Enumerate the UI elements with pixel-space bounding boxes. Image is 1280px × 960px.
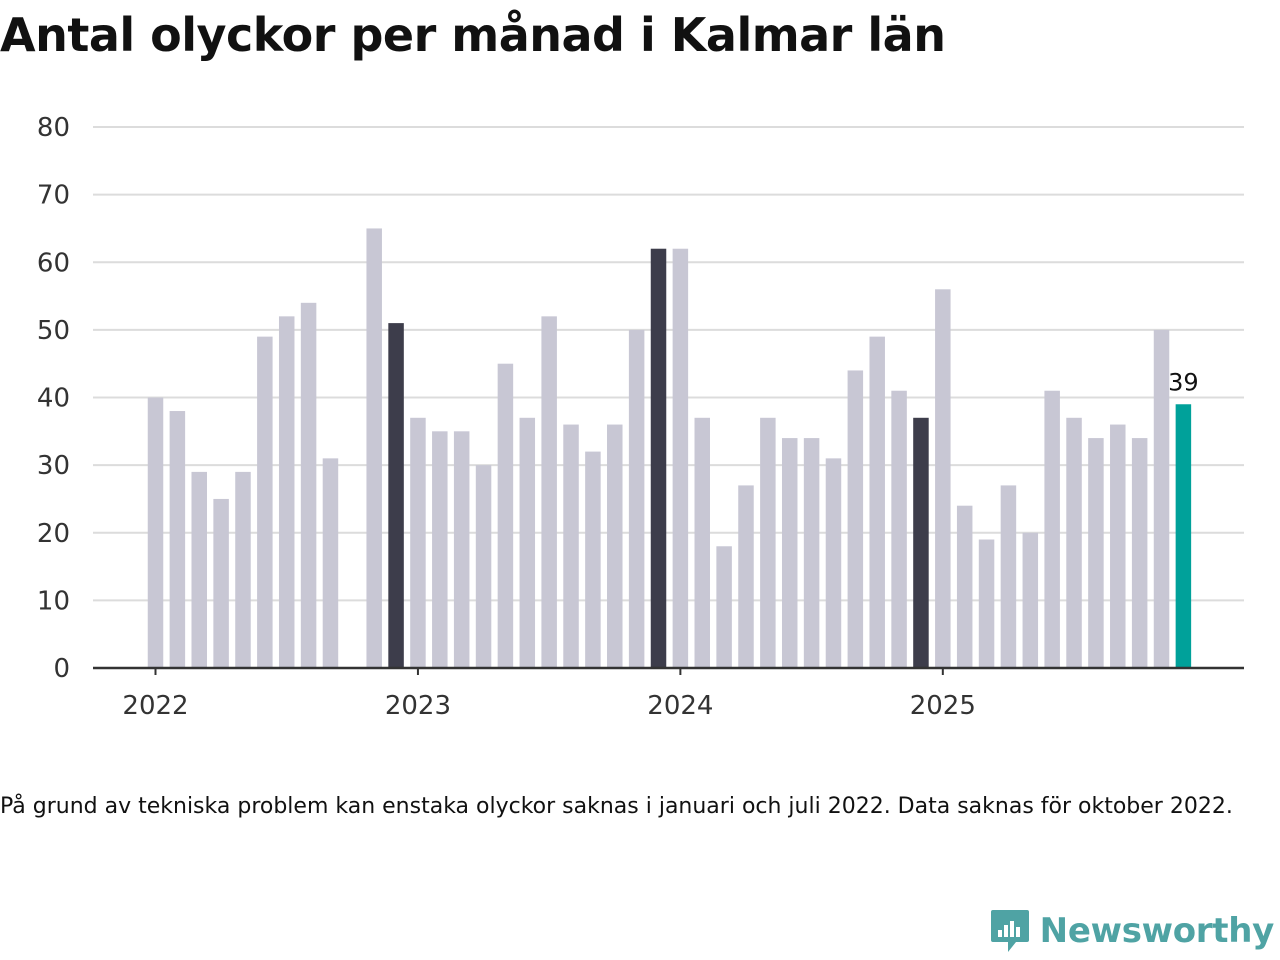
bar xyxy=(781,438,798,668)
bar xyxy=(322,458,339,668)
y-tick-label: 10 xyxy=(37,586,70,616)
bar xyxy=(213,498,229,668)
bar xyxy=(956,505,973,668)
newsworthy-logo-icon xyxy=(990,910,1029,952)
bar xyxy=(716,546,732,668)
y-tick-label: 20 xyxy=(37,519,70,549)
bar xyxy=(738,485,754,668)
y-tick-label: 50 xyxy=(37,316,70,346)
bar xyxy=(585,451,601,668)
data-label: 39 xyxy=(1168,368,1199,396)
bar xyxy=(978,539,995,668)
bar xyxy=(257,336,273,668)
bar xyxy=(1044,390,1060,668)
bar xyxy=(475,465,492,669)
bar xyxy=(1131,438,1148,668)
bar xyxy=(607,424,623,668)
bar xyxy=(366,228,382,668)
bar xyxy=(672,248,689,668)
bar xyxy=(300,302,317,668)
bar xyxy=(147,397,164,668)
bar xyxy=(935,289,951,668)
bar xyxy=(825,458,842,668)
bar-highlight xyxy=(913,417,929,668)
bar xyxy=(803,438,820,668)
bar-chart: 0 10 20 30 40 50 60 70 80 2022 2023 2024 2025 39 xyxy=(37,113,1244,721)
bar xyxy=(1066,417,1082,668)
bar xyxy=(432,431,448,668)
bar xyxy=(1110,424,1126,668)
x-tick-label: 2023 xyxy=(385,691,451,721)
bar xyxy=(694,417,710,668)
y-tick-label: 0 xyxy=(53,654,70,684)
x-tick-label: 2024 xyxy=(647,691,713,721)
chart-title: Antal olyckor per månad i Kalmar län xyxy=(0,8,946,62)
bar xyxy=(563,424,579,668)
bar xyxy=(1088,438,1104,668)
bar xyxy=(760,417,776,668)
bar xyxy=(235,471,251,668)
bar xyxy=(869,336,885,668)
x-axis-labels: 2022 2023 2024 2025 xyxy=(122,691,975,721)
y-tick-label: 80 xyxy=(37,113,70,143)
bar xyxy=(191,471,207,668)
bar xyxy=(628,329,645,669)
bar xyxy=(453,431,470,668)
y-tick-label: 40 xyxy=(37,384,70,414)
y-tick-label: 70 xyxy=(37,181,70,211)
annotations: 39 xyxy=(1168,368,1199,396)
footnote: På grund av tekniska problem kan enstaka… xyxy=(0,794,1233,819)
y-tick-label: 60 xyxy=(37,248,70,278)
x-axis xyxy=(93,666,1244,675)
y-axis-labels: 0 10 20 30 40 50 60 70 80 xyxy=(37,113,70,684)
brand-logo[interactable]: Newsworthy xyxy=(990,908,1274,954)
bar-latest xyxy=(1175,404,1192,668)
brand-name: Newsworthy xyxy=(1039,911,1275,951)
bar xyxy=(519,417,536,668)
x-tick-label: 2025 xyxy=(910,691,976,721)
bar xyxy=(541,316,557,668)
bar xyxy=(1153,329,1170,669)
bar-highlight xyxy=(388,323,404,668)
bar xyxy=(410,417,426,668)
bar-highlight xyxy=(650,248,667,668)
bar xyxy=(278,316,295,668)
bar xyxy=(169,411,186,668)
bar xyxy=(497,363,514,668)
bar xyxy=(1022,532,1039,668)
bar xyxy=(891,390,907,668)
bar xyxy=(1000,485,1017,668)
y-tick-label: 30 xyxy=(37,451,70,481)
x-tick-label: 2022 xyxy=(122,691,188,721)
bars xyxy=(147,228,1192,669)
bar xyxy=(847,370,864,668)
